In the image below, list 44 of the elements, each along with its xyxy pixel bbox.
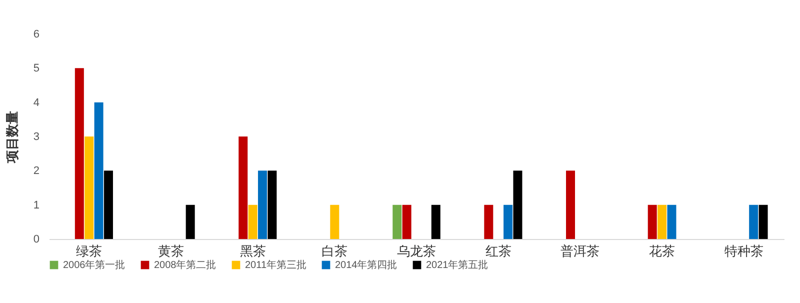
bar: [513, 170, 522, 239]
bar: [186, 204, 195, 239]
bar: [667, 204, 676, 239]
bar: [392, 204, 402, 239]
y-tick-label: 5: [33, 62, 40, 75]
x-tick-label: 普洱茶: [560, 244, 600, 258]
bar: [658, 204, 667, 239]
y-axis-title: 项目数量: [4, 111, 20, 164]
legend-label: 2011年第三批: [245, 259, 307, 271]
bar: [258, 170, 267, 239]
y-tick-label: 2: [33, 165, 40, 178]
legend-label: 2006年第一批: [63, 259, 126, 271]
y-tick-label: 1: [33, 199, 40, 212]
bar: [268, 170, 277, 239]
x-tick-label: 乌龙茶: [397, 244, 436, 258]
legend-label: 2021年第五批: [426, 259, 488, 271]
bar: [431, 204, 440, 239]
bar: [238, 136, 248, 239]
y-tick-label: 6: [33, 28, 40, 40]
bar: [402, 204, 412, 239]
bar: [84, 136, 94, 239]
y-tick-label: 0: [33, 234, 40, 246]
x-tick-label: 绿茶: [76, 244, 102, 258]
x-tick-label: 白茶: [322, 244, 348, 258]
x-tick-label: 红茶: [485, 244, 512, 258]
bar: [330, 204, 340, 239]
y-tick-label: 3: [33, 131, 40, 143]
bar: [749, 204, 758, 239]
bar: [758, 204, 768, 239]
y-tick-label: 4: [33, 96, 40, 109]
x-tick-label: 黑茶: [240, 244, 266, 258]
bar: [104, 170, 113, 239]
legend-label: 2014年第四批: [335, 259, 398, 271]
bar: [484, 204, 494, 239]
x-tick-label: 花茶: [649, 244, 676, 258]
legend-label: 2008年第二批: [154, 259, 216, 271]
bar: [648, 204, 657, 239]
bar: [74, 68, 84, 239]
bar: [566, 170, 576, 239]
bar: [94, 102, 104, 239]
bar: [504, 204, 513, 239]
x-tick-label: 特种茶: [724, 244, 764, 258]
x-tick-label: 黄茶: [158, 244, 184, 258]
bar: [248, 204, 258, 239]
